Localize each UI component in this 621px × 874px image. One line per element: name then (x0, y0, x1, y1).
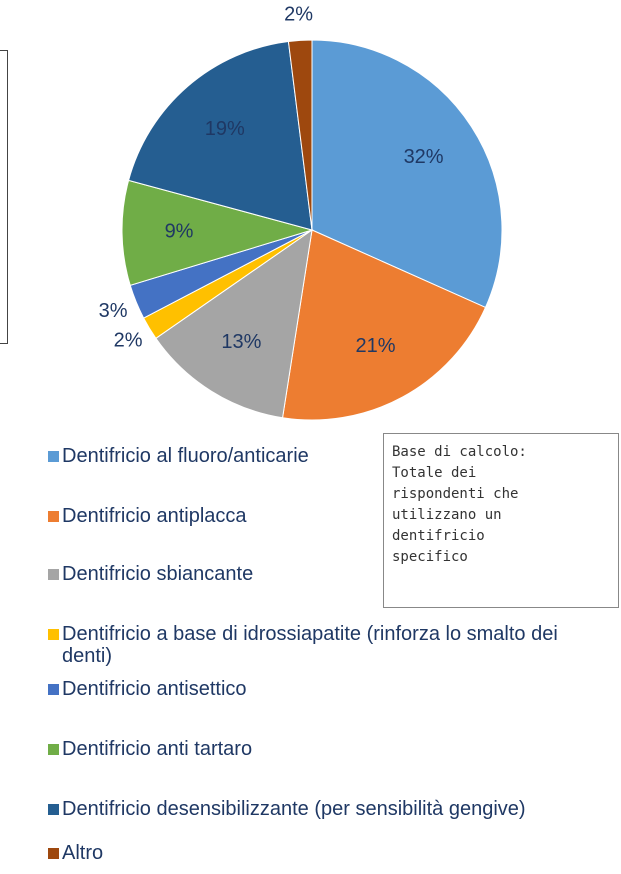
data-label: 3% (99, 300, 128, 322)
legend-item: Dentifricio antiplacca (48, 505, 582, 527)
legend-label: Dentifricio al fluoro/anticarie (62, 445, 309, 467)
data-label: 13% (221, 331, 261, 353)
legend-swatch (48, 684, 59, 695)
legend-item: Dentifricio al fluoro/anticarie (48, 445, 582, 467)
pie-slice (311, 39, 503, 309)
legend-label: Dentifricio sbiancante (62, 563, 254, 585)
legend-item: Altro (48, 842, 582, 864)
legend-swatch (48, 511, 59, 522)
pie-chart: 32% 21% 13% 2% 3% 9% 19% 2% (99, 4, 503, 421)
legend-swatch (48, 569, 59, 580)
pie-slice (121, 179, 314, 286)
note-line: rispondenti che (392, 486, 519, 502)
legend-item: Dentifricio anti tartaro (48, 738, 582, 760)
frame-edge (0, 50, 8, 344)
legend-item: Dentifricio desensibilizzante (per sensi… (48, 798, 582, 820)
legend-label: Dentifricio antisettico (62, 678, 247, 700)
legend-label: Dentifricio anti tartaro (62, 738, 253, 760)
legend-swatch (48, 848, 59, 859)
legend-swatch (48, 451, 59, 462)
data-label: 32% (404, 146, 444, 168)
legend-swatch (48, 804, 59, 815)
note-box: Base di calcolo: Totale dei rispondenti ch… (383, 433, 619, 608)
pie-slice (287, 39, 313, 231)
note-line: specifico (392, 549, 468, 565)
note-line: utilizzano un (392, 507, 502, 523)
legend-label: Dentifricio antiplacca (62, 505, 247, 527)
pie-slice (127, 40, 313, 231)
legend-swatch (48, 629, 59, 640)
note-line: Totale dei (392, 465, 477, 481)
legend-label: Dentifricio a base di idrossiapatite (ri… (62, 623, 558, 667)
data-label: 9% (165, 220, 194, 242)
legend-swatch (48, 744, 59, 755)
legend-item: Dentifricio sbiancante (48, 563, 582, 585)
legend-label: Altro (62, 842, 104, 864)
legend-item: Dentifricio antisettico (48, 678, 582, 700)
data-label: 2% (284, 4, 313, 26)
note-line: dentifricio (392, 528, 485, 544)
data-label: 19% (205, 118, 245, 140)
legend-label: Dentifricio desensibilizzante (per sensi… (62, 798, 526, 820)
legend-item: Dentifricio a base di idrossiapatite (ri… (48, 623, 582, 667)
pie-slice (155, 228, 313, 419)
pie-slice (281, 229, 487, 421)
data-label: 21% (355, 335, 395, 357)
note-line: Base di calcolo: (392, 444, 527, 460)
data-label: 2% (114, 330, 143, 352)
